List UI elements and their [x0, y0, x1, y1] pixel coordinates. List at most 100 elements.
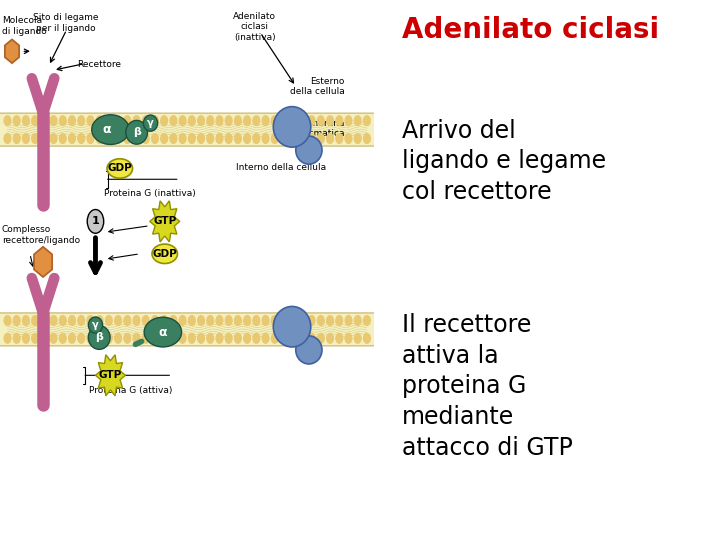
Circle shape	[262, 333, 269, 343]
Circle shape	[354, 116, 361, 126]
Circle shape	[308, 333, 315, 343]
Circle shape	[345, 116, 352, 126]
Circle shape	[207, 116, 214, 126]
Circle shape	[4, 315, 11, 325]
Circle shape	[271, 315, 278, 325]
Circle shape	[253, 116, 260, 126]
Circle shape	[308, 315, 315, 325]
Ellipse shape	[296, 136, 322, 164]
Text: Membrana
plasmatica: Membrana plasmatica	[295, 119, 344, 138]
Circle shape	[41, 116, 48, 126]
Circle shape	[106, 116, 112, 126]
Circle shape	[281, 116, 287, 126]
Circle shape	[364, 133, 370, 143]
Circle shape	[96, 315, 103, 325]
Circle shape	[170, 116, 176, 126]
Circle shape	[179, 333, 186, 343]
Circle shape	[41, 333, 48, 343]
Circle shape	[133, 116, 140, 126]
Text: Proteina G (attiva): Proteina G (attiva)	[89, 386, 173, 395]
Circle shape	[32, 133, 38, 143]
Circle shape	[78, 133, 84, 143]
Circle shape	[235, 315, 241, 325]
Circle shape	[207, 315, 214, 325]
Circle shape	[198, 116, 204, 126]
Circle shape	[96, 116, 103, 126]
Text: Proteina G (inattiva): Proteina G (inattiva)	[104, 189, 196, 198]
Circle shape	[50, 133, 57, 143]
Circle shape	[318, 133, 324, 143]
Circle shape	[60, 116, 66, 126]
FancyArrowPatch shape	[135, 341, 142, 345]
Circle shape	[161, 333, 168, 343]
Polygon shape	[96, 355, 125, 396]
Circle shape	[290, 333, 297, 343]
Circle shape	[50, 333, 57, 343]
Circle shape	[198, 315, 204, 325]
Circle shape	[68, 116, 76, 126]
Circle shape	[271, 333, 278, 343]
Ellipse shape	[143, 115, 158, 131]
Circle shape	[143, 315, 149, 325]
Ellipse shape	[91, 115, 129, 145]
Circle shape	[327, 116, 333, 126]
Ellipse shape	[144, 317, 181, 347]
Circle shape	[161, 315, 168, 325]
Circle shape	[152, 315, 158, 325]
Circle shape	[244, 133, 251, 143]
Circle shape	[60, 315, 66, 325]
Circle shape	[87, 210, 104, 233]
Ellipse shape	[89, 326, 110, 349]
Circle shape	[87, 333, 94, 343]
Circle shape	[50, 116, 57, 126]
Text: γ: γ	[147, 118, 154, 128]
FancyBboxPatch shape	[0, 313, 376, 346]
Circle shape	[14, 315, 20, 325]
Circle shape	[299, 116, 306, 126]
Circle shape	[308, 133, 315, 143]
Text: Sito di legame
per il ligando: Sito di legame per il ligando	[33, 14, 98, 33]
Ellipse shape	[152, 244, 177, 264]
Text: Adenilato
ciclasi
(inattiva): Adenilato ciclasi (inattiva)	[233, 12, 276, 42]
Circle shape	[22, 133, 30, 143]
Circle shape	[170, 133, 176, 143]
Circle shape	[327, 315, 333, 325]
Circle shape	[253, 333, 260, 343]
Circle shape	[179, 315, 186, 325]
Text: α: α	[158, 326, 167, 339]
Circle shape	[78, 333, 84, 343]
Circle shape	[244, 116, 251, 126]
Text: Il recettore
attiva la
proteina G
mediante
attacco di GTP: Il recettore attiva la proteina G median…	[402, 313, 573, 460]
Circle shape	[198, 133, 204, 143]
Circle shape	[32, 116, 38, 126]
Text: Complesso
recettore/ligando: Complesso recettore/ligando	[2, 225, 80, 245]
Circle shape	[114, 315, 122, 325]
Circle shape	[308, 116, 315, 126]
Circle shape	[318, 116, 324, 126]
Ellipse shape	[274, 106, 311, 147]
Circle shape	[133, 315, 140, 325]
Circle shape	[318, 333, 324, 343]
Circle shape	[299, 315, 306, 325]
Circle shape	[281, 133, 287, 143]
Circle shape	[143, 333, 149, 343]
Circle shape	[189, 333, 195, 343]
Circle shape	[290, 133, 297, 143]
Circle shape	[22, 333, 30, 343]
Circle shape	[225, 133, 232, 143]
Circle shape	[32, 333, 38, 343]
Circle shape	[216, 116, 222, 126]
Circle shape	[124, 333, 130, 343]
Circle shape	[124, 315, 130, 325]
Text: Recettore: Recettore	[77, 60, 121, 70]
Circle shape	[68, 333, 76, 343]
Ellipse shape	[89, 317, 102, 333]
Circle shape	[354, 133, 361, 143]
Circle shape	[244, 333, 251, 343]
Circle shape	[60, 333, 66, 343]
Circle shape	[87, 315, 94, 325]
Circle shape	[318, 315, 324, 325]
Circle shape	[281, 315, 287, 325]
Circle shape	[114, 333, 122, 343]
Circle shape	[364, 116, 370, 126]
